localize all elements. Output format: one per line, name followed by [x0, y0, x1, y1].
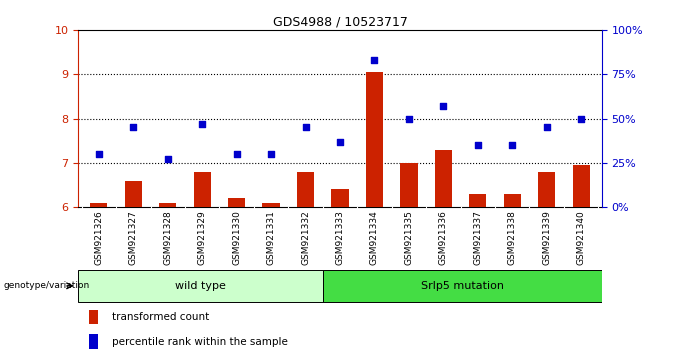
- Bar: [124, 181, 142, 207]
- Bar: [159, 202, 176, 207]
- Text: wild type: wild type: [175, 281, 226, 291]
- Point: [576, 116, 587, 121]
- Bar: [469, 194, 486, 207]
- Point: [93, 151, 104, 157]
- Bar: [88, 310, 97, 324]
- Bar: [435, 149, 452, 207]
- Text: GSM921335: GSM921335: [405, 210, 413, 265]
- Point: [197, 121, 207, 127]
- Bar: [322, 270, 602, 302]
- Text: GSM921329: GSM921329: [198, 210, 207, 265]
- Bar: [366, 72, 383, 207]
- Text: transformed count: transformed count: [112, 312, 209, 322]
- Point: [403, 116, 414, 121]
- Text: percentile rank within the sample: percentile rank within the sample: [112, 337, 288, 347]
- Text: Srlp5 mutation: Srlp5 mutation: [421, 281, 504, 291]
- Bar: [88, 335, 97, 349]
- Text: GSM921338: GSM921338: [508, 210, 517, 265]
- Point: [541, 125, 552, 130]
- Title: GDS4988 / 10523717: GDS4988 / 10523717: [273, 16, 407, 29]
- Text: GSM921326: GSM921326: [95, 210, 103, 265]
- Bar: [194, 172, 211, 207]
- Text: GSM921331: GSM921331: [267, 210, 275, 265]
- Bar: [78, 270, 322, 302]
- Text: GSM921337: GSM921337: [473, 210, 482, 265]
- Bar: [262, 202, 279, 207]
- Point: [163, 156, 173, 162]
- Text: genotype/variation: genotype/variation: [3, 281, 89, 290]
- Text: GSM921336: GSM921336: [439, 210, 448, 265]
- Point: [507, 142, 517, 148]
- Bar: [538, 172, 556, 207]
- Text: GSM921332: GSM921332: [301, 210, 310, 265]
- Point: [231, 151, 242, 157]
- Bar: [401, 163, 418, 207]
- Point: [335, 139, 345, 144]
- Bar: [504, 194, 521, 207]
- Text: GSM921330: GSM921330: [232, 210, 241, 265]
- Point: [300, 125, 311, 130]
- Bar: [228, 198, 245, 207]
- Bar: [90, 202, 107, 207]
- Point: [473, 142, 483, 148]
- Text: GSM921327: GSM921327: [129, 210, 138, 265]
- Text: GSM921334: GSM921334: [370, 210, 379, 265]
- Bar: [331, 189, 349, 207]
- Bar: [573, 165, 590, 207]
- Text: GSM921328: GSM921328: [163, 210, 172, 265]
- Point: [369, 57, 380, 63]
- Text: GSM921339: GSM921339: [542, 210, 551, 265]
- Point: [438, 103, 449, 109]
- Text: GSM921340: GSM921340: [577, 210, 585, 265]
- Point: [128, 125, 139, 130]
- Point: [266, 151, 277, 157]
- Text: GSM921333: GSM921333: [335, 210, 345, 265]
- Bar: [297, 172, 314, 207]
